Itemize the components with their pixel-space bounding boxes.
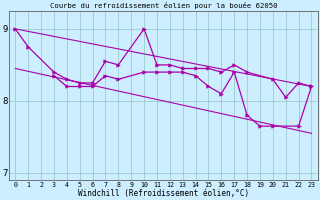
X-axis label: Windchill (Refroidissement éolien,°C): Windchill (Refroidissement éolien,°C) [78,189,249,198]
Title: Courbe du refroidissement éolien pour la bouée 62050: Courbe du refroidissement éolien pour la… [50,2,277,9]
